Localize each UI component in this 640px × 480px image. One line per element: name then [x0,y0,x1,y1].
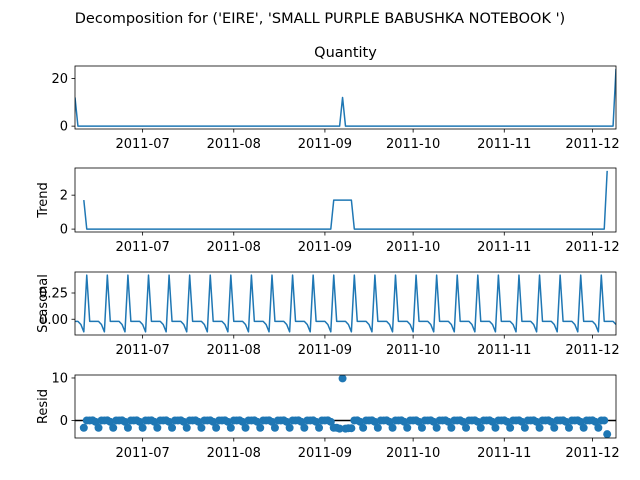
resid-point [600,416,609,425]
x-tick-label: 2011-09 [298,343,352,358]
resid-point [300,423,309,432]
x-tick-label: 2011-08 [207,240,261,255]
resid-point [520,423,529,432]
resid-point [326,417,335,426]
resid-point [241,423,250,432]
x-tick-label: 2011-07 [115,446,169,461]
resid-point [335,424,344,433]
x-tick-label: 2011-11 [477,240,531,255]
resid-point [359,423,368,432]
resid-point [315,423,324,432]
x-tick-label: 2011-11 [477,446,531,461]
x-tick-label: 2011-10 [386,240,440,255]
resid-point [491,423,500,432]
resid-point [94,423,103,432]
plot-area [75,274,616,333]
axes-frame [74,167,617,233]
series-line-1 [83,170,608,230]
figure-title: Decomposition for ('EIRE', 'SMALL PURPLE… [75,11,565,27]
resid-point [338,375,347,383]
x-tick-label: 2011-12 [565,343,619,358]
resid-point [388,423,397,432]
plot-area [75,68,616,127]
x-tick-label: 2011-07 [115,240,169,255]
x-tick-label: 2011-12 [565,240,619,255]
seasonal-line [75,274,616,333]
resid-point [109,423,118,432]
panel-2: 2011-07 2011-08 2011-09 2011-10 2011-11 2011-… [36,167,620,255]
y-tick-label: 2 [60,189,68,204]
x-tick-label: 2011-12 [565,446,619,461]
x-tick-label: 2011-11 [477,137,531,152]
x-tick-label: 2011-09 [298,446,352,461]
y-tick-label: 0 [60,414,68,429]
resid-point [432,423,441,432]
panel-4: 2011-07 2011-08 2011-09 2011-10 2011-11 2011-… [36,371,620,461]
resid-point [226,423,235,432]
y-tick-label: 0 [60,223,68,238]
resid-point [447,423,456,432]
y-axis-label: Resid [36,389,51,424]
resid-point [256,423,265,432]
resid-point [535,423,544,432]
axes-frame [74,374,617,439]
y-tick-label: 0 [60,120,68,135]
y-tick-label: 20 [51,72,68,87]
resid-point [476,423,485,432]
y-axis-label: Trend [36,182,51,219]
resid-point [373,423,382,432]
y-tick-label: 10 [51,371,68,386]
x-tick-label: 2011-07 [115,343,169,358]
resid-point [417,423,426,432]
axes-title: Quantity [314,45,377,61]
resid-point [603,430,612,438]
resid-point [579,423,588,432]
resid-point [403,423,412,432]
axes-frame [74,271,617,336]
resid-point [564,423,573,432]
resid-point [182,423,191,432]
resid-point [197,423,206,432]
resid-point [550,423,559,432]
panel-1: 2011-07 2011-08 2011-09 2011-10 2011-11 2011-… [51,45,619,152]
x-tick-label: 2011-08 [207,137,261,152]
y-tick-label: 0.00 [39,313,68,328]
x-tick-label: 2011-10 [386,343,440,358]
plot-area [75,375,616,438]
x-tick-label: 2011-07 [115,137,169,152]
x-tick-label: 2011-10 [386,137,440,152]
resid-point [462,423,471,432]
x-tick-label: 2011-09 [298,137,352,152]
resid-point [212,423,221,432]
x-tick-label: 2011-12 [565,137,619,152]
resid-point [168,423,177,432]
x-tick-label: 2011-08 [207,343,261,358]
panel-3: 2011-07 2011-08 2011-09 2011-10 2011-11 2011-… [36,271,620,358]
y-tick-label: 0.25 [39,287,68,302]
resid-point [594,423,603,432]
series-line-1 [75,68,616,127]
x-tick-label: 2011-09 [298,240,352,255]
x-tick-label: 2011-11 [477,343,531,358]
resid-point [285,423,294,432]
resid-point [347,424,356,433]
plot-area [83,170,608,230]
resid-point [79,423,88,432]
resid-point [270,423,279,432]
resid-point [123,423,132,432]
resid-point [153,423,162,432]
panels: 2011-07 2011-08 2011-09 2011-10 2011-11 2011-… [36,45,620,461]
y-axis-label: Seasonal [36,274,51,333]
resid-point [506,423,515,432]
axes-frame [74,65,617,130]
x-tick-label: 2011-08 [207,446,261,461]
resid-point [138,423,147,432]
x-tick-label: 2011-10 [386,446,440,461]
